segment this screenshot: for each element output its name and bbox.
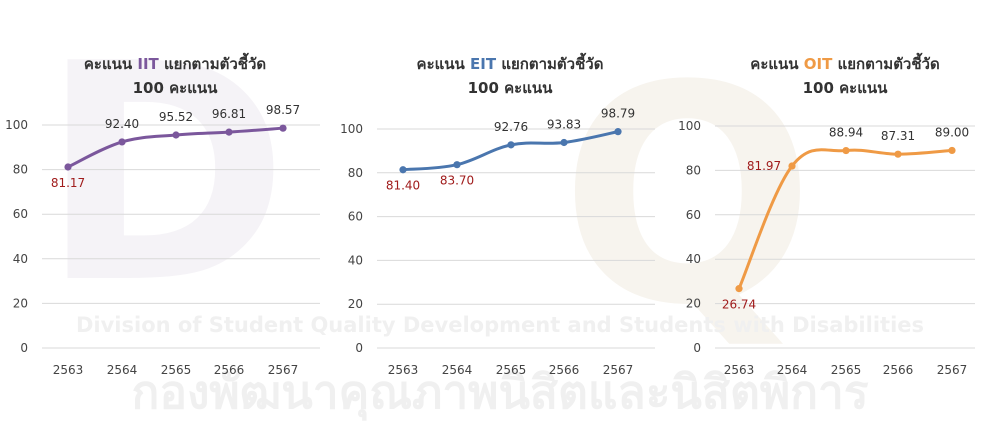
x-tick-label: 2567 [603, 363, 634, 377]
data-point [453, 161, 461, 169]
y-tick-label: 60 [686, 208, 701, 222]
x-tick-label: 2564 [107, 363, 138, 377]
y-tick-label: 20 [13, 296, 28, 310]
data-point [507, 141, 515, 149]
data-point [399, 166, 407, 174]
x-tick-label: 2564 [442, 363, 473, 377]
x-tick-label: 2567 [937, 363, 968, 377]
x-tick-label: 2563 [724, 363, 755, 377]
chart-title: คะแนน EIT แยกตามตัวชี้วัด 100 คะแนน [345, 52, 675, 100]
data-label: 26.74 [722, 298, 756, 312]
x-tick-label: 2565 [161, 363, 192, 377]
oit-chart: คะแนน OIT แยกตามตัวชี้วัด 100 คะแนน 0 20 4… [670, 0, 1000, 430]
y-tick-label: 100 [340, 122, 363, 136]
title-prefix: คะแนน [416, 55, 471, 73]
data-point [948, 146, 956, 155]
title-prefix: คะแนน [83, 55, 138, 73]
x-tick-label: 2566 [214, 363, 245, 377]
x-tick-label: 2567 [268, 363, 299, 377]
title-suffix: แยกตามตัวชี้วัด [496, 55, 604, 73]
title-suffix: แยกตามตัวชี้วัด [832, 55, 940, 73]
eit-plot: 0 20 40 60 80 100 2563 2564 2565 2566 2567 81.40 83.… [340, 107, 655, 377]
series-line [401, 130, 620, 172]
data-point [279, 124, 287, 132]
title-line2: 100 คะแนน [132, 79, 218, 97]
data-point [64, 163, 72, 171]
y-tick-label: 80 [686, 163, 701, 177]
title-suffix: แยกตามตัวชี้วัด [158, 55, 267, 73]
y-tick-label: 100 [678, 119, 701, 133]
x-tick-label: 2566 [549, 363, 580, 377]
data-label: 96.81 [212, 107, 246, 121]
y-tick-label: 0 [355, 341, 363, 355]
data-point [118, 138, 126, 146]
data-point [172, 131, 180, 139]
x-tick-label: 2563 [388, 363, 419, 377]
iit-chart: คะแนน IIT แยกตามตัวชี้วัด 100 คะแนน 0 20 4… [0, 0, 330, 430]
y-tick-label: 40 [348, 253, 363, 267]
data-label: 81.40 [386, 179, 420, 193]
y-tick-label: 80 [13, 163, 28, 177]
x-tick-label: 2563 [53, 363, 84, 377]
data-label: 87.31 [881, 129, 915, 143]
title-highlight: EIT [470, 55, 497, 73]
title-highlight: IIT [137, 55, 159, 73]
y-tick-label: 60 [348, 210, 363, 224]
data-point [560, 138, 568, 147]
data-label: 98.79 [601, 107, 635, 121]
y-tick-label: 40 [13, 252, 28, 266]
data-label: 81.97 [747, 159, 781, 173]
x-tick-label: 2565 [496, 363, 527, 377]
data-label: 83.70 [440, 174, 474, 188]
title-line2: 100 คะแนน [802, 79, 888, 97]
y-tick-label: 20 [348, 297, 363, 311]
data-label: 88.94 [829, 126, 863, 140]
y-tick-label: 0 [20, 341, 28, 355]
title-highlight: OIT [803, 55, 833, 73]
data-point [735, 285, 743, 293]
data-label: 95.52 [159, 110, 193, 124]
data-label: 92.76 [494, 120, 528, 134]
data-label: 92.40 [105, 117, 139, 131]
data-point [894, 150, 902, 158]
data-label: 98.57 [266, 103, 300, 117]
data-point [842, 146, 850, 155]
x-tick-label: 2565 [831, 363, 862, 377]
chart-title: คะแนน IIT แยกตามตัวชี้วัด 100 คะแนน [10, 52, 340, 100]
y-tick-label: 20 [686, 297, 701, 311]
iit-plot: 0 20 40 60 80 100 2563 2564 2565 2566 2567 81.17 92.… [5, 103, 320, 377]
data-label: 81.17 [51, 176, 85, 190]
eit-chart: คะแนน EIT แยกตามตัวชี้วัด 100 คะแนน 0 20 4… [335, 0, 665, 430]
data-label: 89.00 [935, 125, 969, 139]
series-line [737, 148, 954, 291]
chart-title: คะแนน OIT แยกตามตัวชี้วัด 100 คะแนน [680, 52, 1000, 100]
y-tick-label: 80 [348, 166, 363, 180]
y-tick-label: 60 [13, 207, 28, 221]
title-prefix: คะแนน [750, 55, 804, 73]
y-tick-label: 0 [693, 341, 701, 355]
y-tick-label: 100 [5, 118, 28, 132]
data-point [225, 128, 233, 136]
data-point [614, 128, 622, 136]
data-point [788, 162, 796, 170]
y-tick-label: 40 [686, 252, 701, 266]
oit-plot: 0 20 40 60 80 100 2563 2564 2565 2566 2567 26.74 81.… [678, 119, 975, 377]
x-tick-label: 2564 [777, 363, 808, 377]
title-line2: 100 คะแนน [467, 79, 553, 97]
x-tick-label: 2566 [883, 363, 914, 377]
data-label: 93.83 [547, 118, 581, 132]
